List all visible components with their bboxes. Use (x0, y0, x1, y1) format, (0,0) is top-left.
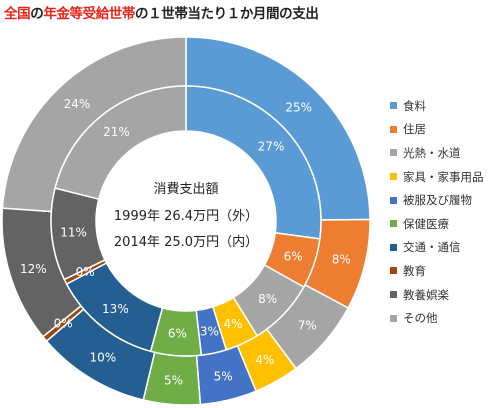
legend-label: その他 (403, 311, 438, 326)
legend-item: 保健医療 (390, 212, 484, 236)
legend-item: 教養娯楽 (390, 283, 484, 307)
legend-label: 住居 (403, 122, 426, 137)
data-label-inner-9: 21% (103, 125, 130, 139)
data-label-outer-1: 8% (332, 252, 351, 266)
legend-item: 被服及び履物 (390, 188, 484, 212)
center-label-title: 消費支出額 (153, 182, 218, 197)
legend-item: その他 (390, 306, 484, 330)
legend-label: 保健医療 (403, 216, 449, 231)
outer-ring-1999 (1, 36, 371, 406)
legend-item: 光熱・水道 (390, 141, 484, 165)
data-label-inner-8: 11% (60, 225, 87, 239)
legend-swatch (390, 125, 397, 133)
legend-swatch (390, 291, 397, 299)
legend-item: 教育 (390, 259, 484, 283)
legend-swatch (390, 149, 397, 157)
slice-labels: 25% 8% 7% 4% 5% 5% 10% 0% 12% 24% 27% 6% 8% 4% 3% 6% 13%… (20, 97, 351, 388)
legend-label: 光熱・水道 (403, 145, 461, 160)
legend-swatch (390, 102, 397, 110)
data-label-inner-4: 3% (200, 325, 219, 339)
legend-swatch (390, 314, 397, 322)
legend-swatch (390, 196, 397, 204)
legend-item: 家具・家事用品 (390, 165, 484, 189)
chart-title: 全国の年金等受給世帯の１世帯当たり１か月間の支出 (4, 6, 319, 22)
inner-ring-2014 (50, 85, 322, 357)
center-label-2014: 2014年 25.0万円（内） (114, 234, 258, 250)
slice-inner-9 (54, 85, 187, 200)
data-label-inner-1: 6% (284, 250, 303, 264)
legend-label: 被服及び履物 (403, 193, 472, 208)
data-label-outer-2: 7% (298, 318, 317, 332)
data-label-outer-7: 0% (54, 317, 73, 331)
legend-label: 教育 (403, 263, 426, 278)
legend-label: 交通・通信 (403, 240, 461, 255)
data-label-outer-8: 12% (20, 262, 47, 276)
data-label-inner-6: 13% (102, 302, 129, 316)
data-label-inner-2: 8% (258, 292, 277, 306)
legend-swatch (390, 173, 397, 181)
data-label-inner-5: 6% (168, 327, 187, 341)
data-label-outer-9: 24% (64, 97, 91, 111)
legend-swatch (390, 267, 397, 275)
legend-swatch (390, 243, 397, 251)
legend-item: 食料 (390, 94, 484, 118)
data-label-outer-6: 10% (89, 351, 116, 365)
legend-item: 住居 (390, 118, 484, 142)
data-label-outer-5: 5% (164, 374, 183, 388)
legend-item: 交通・通信 (390, 236, 484, 260)
legend-label: 教養娯楽 (403, 287, 449, 302)
legend-label: 食料 (403, 98, 426, 113)
data-label-inner-0: 27% (258, 140, 285, 154)
data-label-outer-4: 5% (214, 370, 233, 384)
legend-label: 家具・家事用品 (403, 169, 484, 184)
data-label-outer-0: 25% (285, 100, 312, 114)
data-label-inner-3: 4% (223, 317, 242, 331)
legend-swatch (390, 220, 397, 228)
center-label-1999: 1999年 26.4万円（外） (114, 209, 258, 224)
data-label-outer-3: 4% (255, 353, 274, 367)
legend: 食料住居光熱・水道家具・家事用品 被服及び履物 保健医療交通・通信教育教養娯楽その他 (390, 94, 484, 330)
data-label-inner-7: 0% (76, 265, 95, 279)
